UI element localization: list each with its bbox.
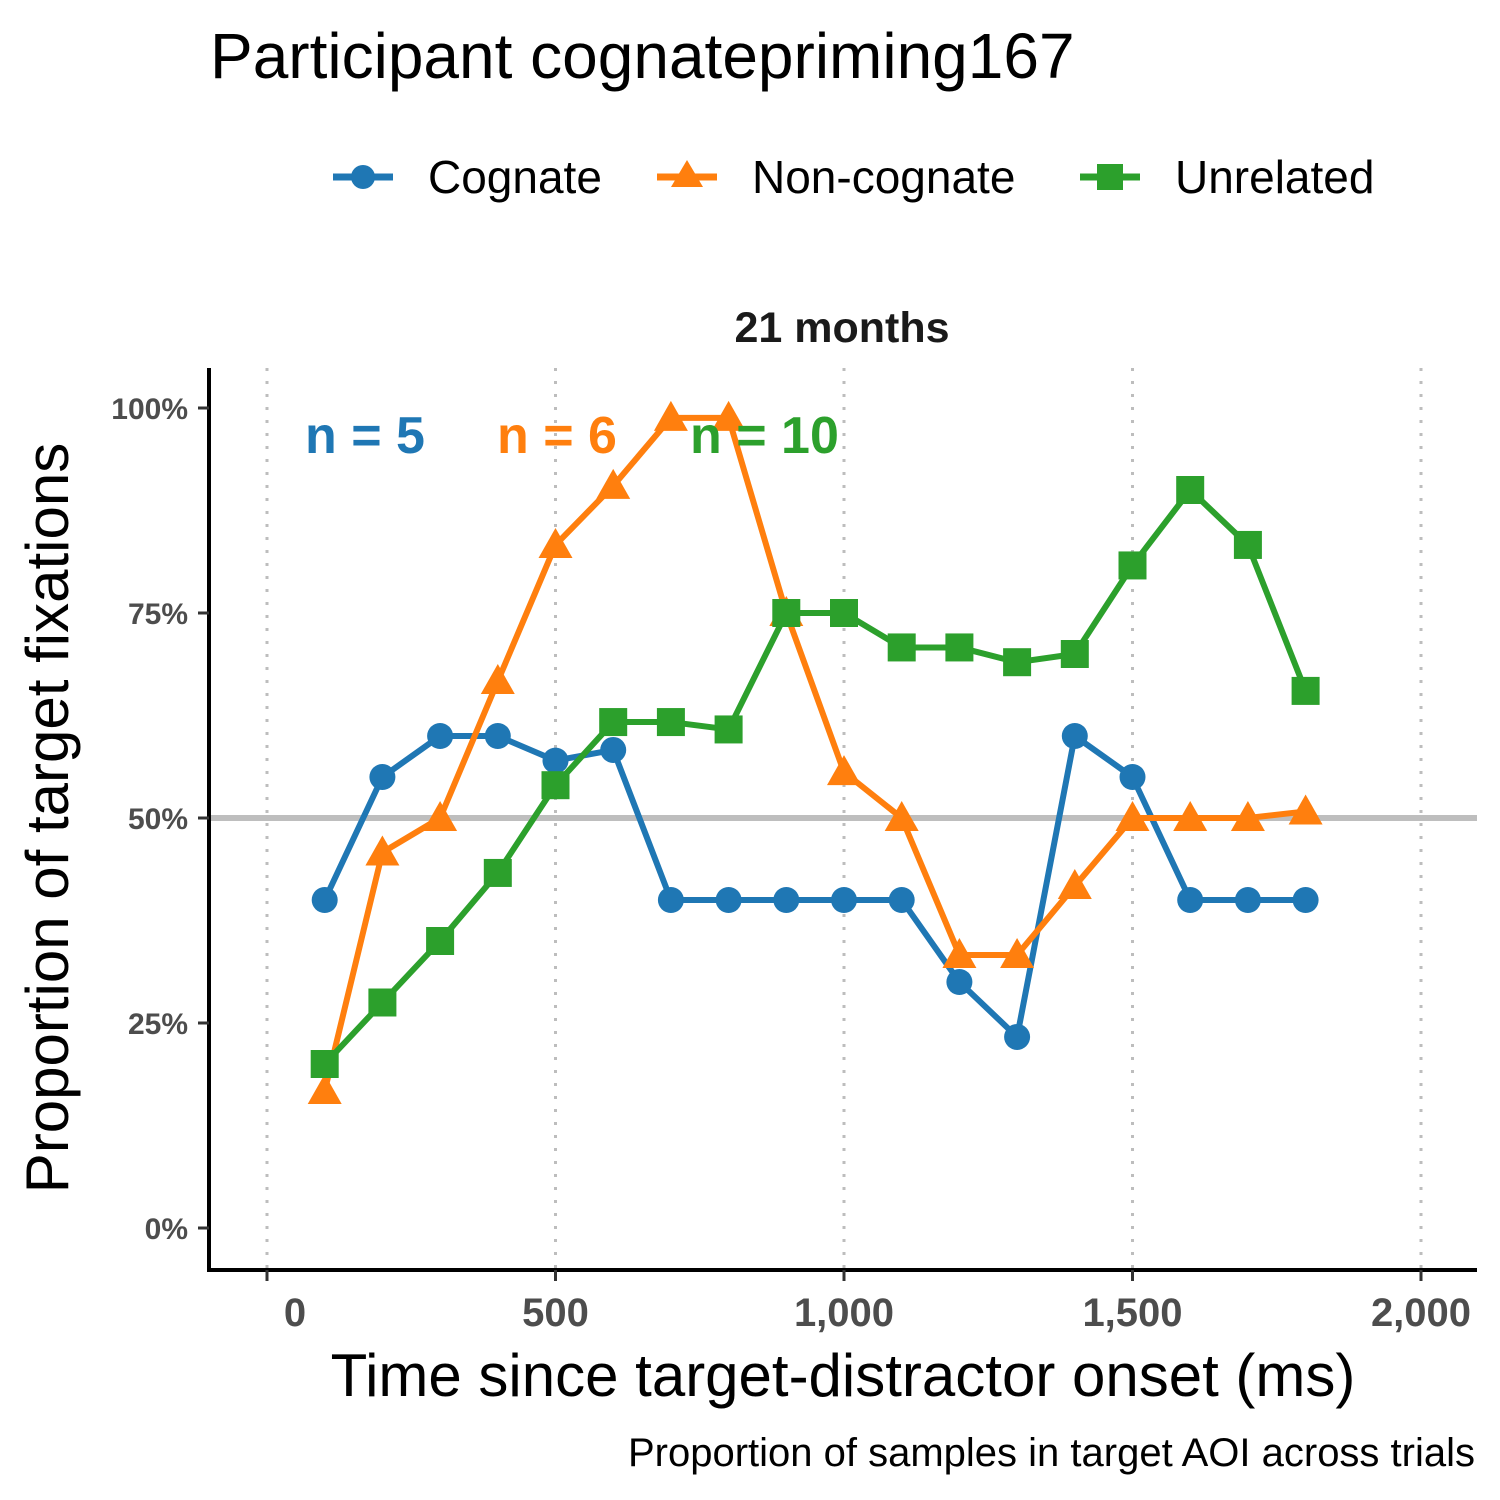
n-label-cognate: n = 5 <box>305 407 425 465</box>
point-unrelated <box>599 708 628 737</box>
point-unrelated <box>483 858 512 887</box>
point-unrelated <box>1233 530 1262 559</box>
x-ticks: 0 500 1,000 1,500 2,000 <box>265 1270 1471 1335</box>
point-non-cognate <box>1115 801 1150 831</box>
y-tick-label: 0% <box>145 1213 188 1246</box>
point-non-cognate <box>307 1074 342 1105</box>
point-cognate <box>1292 887 1319 913</box>
point-cognate <box>657 887 684 913</box>
point-unrelated <box>1176 476 1205 504</box>
point-non-cognate <box>365 835 400 866</box>
point-non-cognate <box>827 755 861 786</box>
point-cognate <box>542 747 569 774</box>
point-cognate <box>484 723 511 749</box>
x-tick-label: 0 <box>284 1291 306 1335</box>
series-lines <box>321 414 1309 1095</box>
point-non-cognate <box>1173 801 1208 831</box>
point-non-cognate <box>1288 794 1323 825</box>
point-unrelated <box>656 708 685 737</box>
caption: Proportion of samples in target AOI acro… <box>628 1431 1475 1475</box>
point-unrelated <box>541 771 570 800</box>
point-non-cognate <box>884 801 919 831</box>
point-unrelated <box>426 927 455 955</box>
point-unrelated <box>1118 551 1147 580</box>
y-tick-label: 100% <box>111 393 188 426</box>
y-tick-label: 25% <box>128 1008 188 1041</box>
point-non-cognate <box>942 937 977 968</box>
legend-marker-cognate-icon <box>351 165 375 189</box>
point-cognate <box>888 887 915 913</box>
point-non-cognate <box>1230 801 1265 831</box>
point-non-cognate <box>653 400 688 431</box>
point-unrelated <box>310 1050 339 1078</box>
legend-item-unrelated: Unrelated <box>1080 151 1374 203</box>
point-unrelated <box>1060 640 1089 668</box>
point-cognate <box>1177 887 1204 913</box>
series-markers <box>307 400 1323 1105</box>
legend-marker-unrelated-icon <box>1097 164 1123 190</box>
point-non-cognate <box>480 664 515 695</box>
point-unrelated <box>945 633 974 662</box>
n-label-unrelated: n = 10 <box>690 407 839 465</box>
point-cognate <box>600 736 627 763</box>
point-cognate <box>369 764 396 790</box>
point-unrelated <box>1003 648 1032 677</box>
legend-label-cognate: Cognate <box>428 151 602 203</box>
point-cognate <box>311 887 338 913</box>
point-cognate <box>1004 1023 1031 1050</box>
series-line-cognate <box>321 733 1309 1040</box>
point-cognate <box>946 969 973 995</box>
y-tick-label: 50% <box>128 803 188 836</box>
y-tick-label: 75% <box>128 598 188 631</box>
chart-title: Participant cognatepriming167 <box>210 20 1075 92</box>
legend-item-non-cognate: Non-cognate <box>657 151 1015 203</box>
point-cognate <box>773 887 800 913</box>
legend-item-cognate: Cognate <box>333 151 602 203</box>
n-labels: n = 5 n = 6 n = 10 <box>305 407 839 465</box>
point-unrelated <box>714 715 743 744</box>
n-label-non-cognate: n = 6 <box>497 407 617 465</box>
point-unrelated <box>1291 676 1320 705</box>
x-tick-label: 500 <box>522 1291 589 1335</box>
legend: Cognate Non-cognate Unrelated <box>333 151 1374 203</box>
y-ticks: 0% 25% 50% 75% 100% <box>111 393 209 1246</box>
x-tick-label: 1,000 <box>794 1291 894 1335</box>
legend-label-non-cognate: Non-cognate <box>752 151 1015 203</box>
series-line-non-cognate <box>321 414 1309 1095</box>
point-cognate <box>1061 723 1088 749</box>
point-non-cognate <box>538 527 573 558</box>
point-non-cognate <box>711 400 746 431</box>
point-cognate <box>831 887 857 913</box>
point-non-cognate <box>1057 869 1092 900</box>
x-axis-title: Time since target-distractor onset (ms) <box>331 1342 1356 1409</box>
point-cognate <box>715 887 742 913</box>
point-cognate <box>427 723 454 749</box>
legend-marker-non-cognate-icon <box>671 160 703 187</box>
point-non-cognate <box>1000 937 1035 968</box>
point-non-cognate <box>596 468 631 499</box>
x-tick-label: 2,000 <box>1371 1291 1471 1335</box>
legend-label-unrelated: Unrelated <box>1175 151 1374 203</box>
point-non-cognate <box>423 801 458 831</box>
series-line-unrelated <box>321 487 1309 1067</box>
point-unrelated <box>830 599 858 627</box>
point-unrelated <box>368 988 397 1017</box>
facet-label: 21 months <box>734 304 949 352</box>
point-cognate <box>1234 887 1261 913</box>
point-unrelated <box>772 599 801 627</box>
y-axis-title: Proportion of target fixations <box>14 443 81 1193</box>
x-tick-label: 1,500 <box>1082 1291 1182 1335</box>
point-unrelated <box>887 633 916 662</box>
point-cognate <box>1119 764 1146 790</box>
